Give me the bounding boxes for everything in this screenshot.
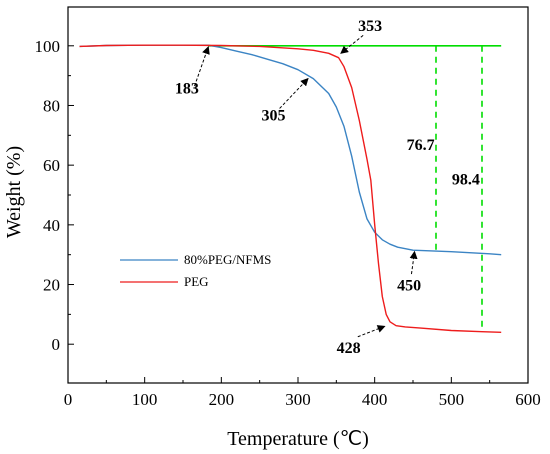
- y-tick-label: 80: [43, 96, 60, 115]
- y-tick-label: 60: [43, 156, 60, 175]
- plot-frame: [67, 6, 529, 384]
- x-axis: 0 100 200 300 400 500 600: [64, 377, 541, 409]
- annotation-label: 305: [261, 107, 285, 124]
- series-line-1: [79, 44, 502, 333]
- x-tick-label: 100: [132, 390, 158, 409]
- annotation-label: 98.4: [452, 172, 480, 189]
- annotation-label: 353: [358, 18, 382, 35]
- annotation-arrow: [409, 250, 418, 275]
- legend-label: 80%PEG/NFMS: [184, 252, 271, 267]
- annotation-arrow: [194, 46, 210, 87]
- annotation-arrow: [279, 77, 309, 109]
- y-tick-label: 0: [52, 335, 61, 354]
- x-tick-label: 500: [439, 390, 465, 409]
- x-axis-title: Temperature (℃): [227, 428, 369, 450]
- x-tick-label: 300: [285, 390, 311, 409]
- annotation-label: 183: [175, 81, 199, 98]
- annotation-label: 428: [337, 340, 361, 357]
- y-axis: 0 20 40 60 80 100: [35, 37, 74, 354]
- legend: 80%PEG/NFMS PEG: [120, 252, 271, 289]
- annotation-arrow: [340, 34, 364, 54]
- series-lines: [79, 44, 502, 333]
- annotation-label: 76.7: [407, 137, 435, 154]
- annotation-label: 450: [397, 277, 421, 294]
- x-tick-label: 200: [209, 390, 235, 409]
- annotation-arrow: [357, 325, 386, 338]
- legend-label: PEG: [184, 274, 209, 289]
- y-tick-label: 20: [43, 276, 60, 295]
- x-tick-label: 0: [64, 390, 73, 409]
- x-tick-label: 400: [362, 390, 388, 409]
- y-tick-label: 100: [35, 37, 61, 56]
- y-axis-title: Weight (%): [3, 146, 25, 238]
- plot-area: [67, 6, 529, 384]
- y-tick-label: 40: [43, 216, 60, 235]
- annotations: 183 353 305 450 428 76.7 98.4: [175, 18, 480, 357]
- series-line-0: [79, 44, 502, 256]
- x-tick-label: 600: [515, 390, 541, 409]
